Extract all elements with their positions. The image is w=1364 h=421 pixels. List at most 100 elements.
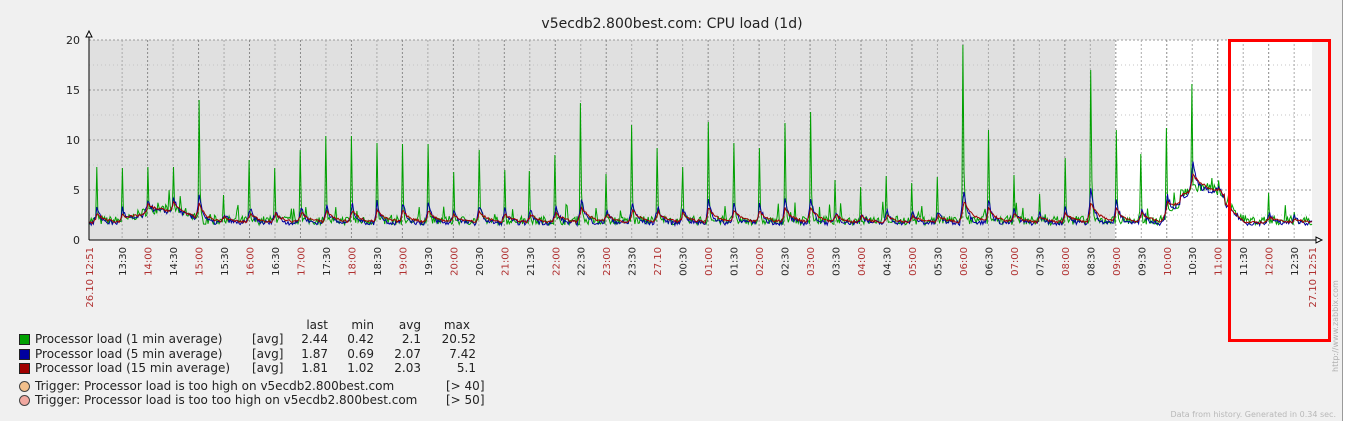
x-tick-label: 27.10	[653, 247, 664, 276]
legend-agg: [avg]	[252, 332, 284, 346]
x-tick-label: 20:00	[449, 247, 460, 276]
x-tick-label: 22:30	[577, 247, 588, 276]
x-tick-label: 02:30	[781, 247, 792, 276]
x-tick-label: 08:00	[1061, 247, 1072, 276]
legend-row: Processor load (5 min average) [avg] 1.8…	[0, 347, 600, 361]
x-tick-label: 19:00	[398, 247, 409, 276]
legend-last: 1.81	[301, 361, 328, 375]
series-line	[88, 161, 1313, 228]
x-tick-label: 04:00	[857, 247, 868, 276]
legend-row: Processor load (15 min average) [avg] 1.…	[0, 361, 600, 375]
series-15min-line	[88, 173, 1313, 225]
legend-avg: 2.03	[394, 361, 421, 375]
x-tick-label: 08:30	[1086, 247, 1097, 276]
legend-series-name: Processor load (15 min average)	[35, 361, 231, 375]
x-axis-labels: 13:30 14:00 14:30 15:00 15:30 16:00 16:30 17:00…	[85, 247, 1319, 308]
x-tick-label: 15:00	[195, 247, 206, 276]
x-tick-label: 20:30	[475, 247, 486, 276]
y-tick-label: 20	[66, 34, 80, 47]
stat-header-avg: avg	[398, 318, 421, 332]
chart-title: v5ecdb2.800best.com: CPU load (1d)	[541, 16, 802, 32]
legend-max: 20.52	[441, 332, 476, 346]
x-tick-label: 12:30	[1290, 247, 1301, 276]
trigger-name: Trigger: Processor load is too high on v…	[35, 379, 395, 393]
legend-max: 5.1	[456, 361, 476, 375]
legend-min: 1.02	[347, 361, 374, 375]
x-tick-label: 18:00	[347, 247, 358, 276]
x-tick-label: 06:30	[984, 247, 995, 276]
x-tick-label: 21:30	[526, 247, 537, 276]
x-tick-label: 26.10 12:51	[85, 247, 96, 308]
legend-max: 7.42	[449, 347, 476, 361]
legend-agg: [avg]	[252, 347, 284, 361]
legend-swatch	[19, 334, 30, 345]
y-tick-label: 0	[73, 234, 80, 247]
x-tick-label: 04:30	[882, 247, 893, 276]
y-tick-label: 5	[73, 184, 80, 197]
x-tick-label: 12:00	[1265, 247, 1276, 276]
stat-header-min: min	[351, 318, 374, 332]
y-tick-label: 10	[66, 134, 80, 147]
x-tick-label: 15:30	[220, 247, 231, 276]
x-tick-label: 03:00	[806, 247, 817, 276]
x-tick-label: 10:30	[1188, 247, 1199, 276]
legend-min: 0.42	[347, 332, 374, 346]
trigger-row: Trigger: Processor load is too too high …	[0, 393, 600, 407]
x-tick-label: 09:00	[1112, 247, 1123, 276]
x-tick-label: 14:30	[169, 247, 180, 276]
x-tick-label: 17:30	[322, 247, 333, 276]
x-tick-label: 14:00	[144, 247, 155, 276]
series-5min-line	[88, 161, 1313, 228]
x-tick-label: 11:00	[1214, 247, 1225, 276]
side-strip	[1343, 0, 1364, 421]
x-tick-label: 07:30	[1035, 247, 1046, 276]
x-tick-label: 03:30	[832, 247, 843, 276]
x-tick-label: 06:00	[959, 247, 970, 276]
x-tick-label: 16:30	[271, 247, 282, 276]
axes	[85, 29, 1324, 244]
footer-note: Data from history. Generated in 0.34 sec…	[1171, 410, 1336, 419]
trigger-threshold: [> 40]	[446, 379, 485, 393]
x-tick-label: 22:00	[551, 247, 562, 276]
y-tick-label: 15	[66, 84, 80, 97]
legend-avg: 2.1	[401, 332, 421, 346]
trigger-threshold: [> 50]	[446, 393, 485, 407]
legend-swatch	[19, 363, 30, 374]
legend-row: Processor load (1 min average) [avg] 2.4…	[0, 332, 600, 346]
legend-series-name: Processor load (5 min average)	[35, 347, 223, 361]
trigger-name: Trigger: Processor load is too too high …	[35, 393, 418, 407]
x-tick-label: 01:30	[730, 247, 741, 276]
x-tick-label: 17:00	[296, 247, 307, 276]
x-tick-label: 16:00	[246, 247, 257, 276]
x-tick-label: 11:30	[1239, 247, 1250, 276]
legend-min: 0.69	[347, 347, 374, 361]
x-tick-label: 19:30	[424, 247, 435, 276]
x-tick-label: 13:30	[118, 247, 129, 276]
x-axis-arrow	[1315, 236, 1324, 244]
x-tick-label: 23:30	[628, 247, 639, 276]
x-tick-label: 23:00	[602, 247, 613, 276]
y-axis-ticks: 0 5 10 15 20	[66, 34, 80, 247]
x-tick-label: 05:00	[908, 247, 919, 276]
trigger-marker	[19, 395, 30, 406]
series-line	[88, 173, 1313, 225]
x-tick-label: 00:30	[679, 247, 690, 276]
legend-series-name: Processor load (1 min average)	[35, 332, 223, 346]
stat-header-max: max	[443, 318, 470, 332]
x-tick-label: 21:00	[500, 247, 511, 276]
highlight-box	[1228, 39, 1331, 342]
legend-swatch	[19, 349, 30, 360]
legend-agg: [avg]	[252, 361, 284, 375]
side-label: http://www.zabbix.com	[1331, 280, 1340, 372]
legend: last min avg max Processor load (1 min a…	[0, 318, 1000, 418]
legend-last: 2.44	[301, 332, 328, 346]
trigger-row: Trigger: Processor load is too high on v…	[0, 379, 600, 393]
legend-avg: 2.07	[394, 347, 421, 361]
x-tick-label: 07:00	[1010, 247, 1021, 276]
y-axis-arrow	[85, 29, 93, 38]
x-tick-label: 05:30	[933, 247, 944, 276]
x-tick-label: 01:00	[704, 247, 715, 276]
x-tick-label: 10:00	[1163, 247, 1174, 276]
x-tick-label: 27.10 12:51	[1308, 247, 1319, 308]
trigger-marker	[19, 381, 30, 392]
